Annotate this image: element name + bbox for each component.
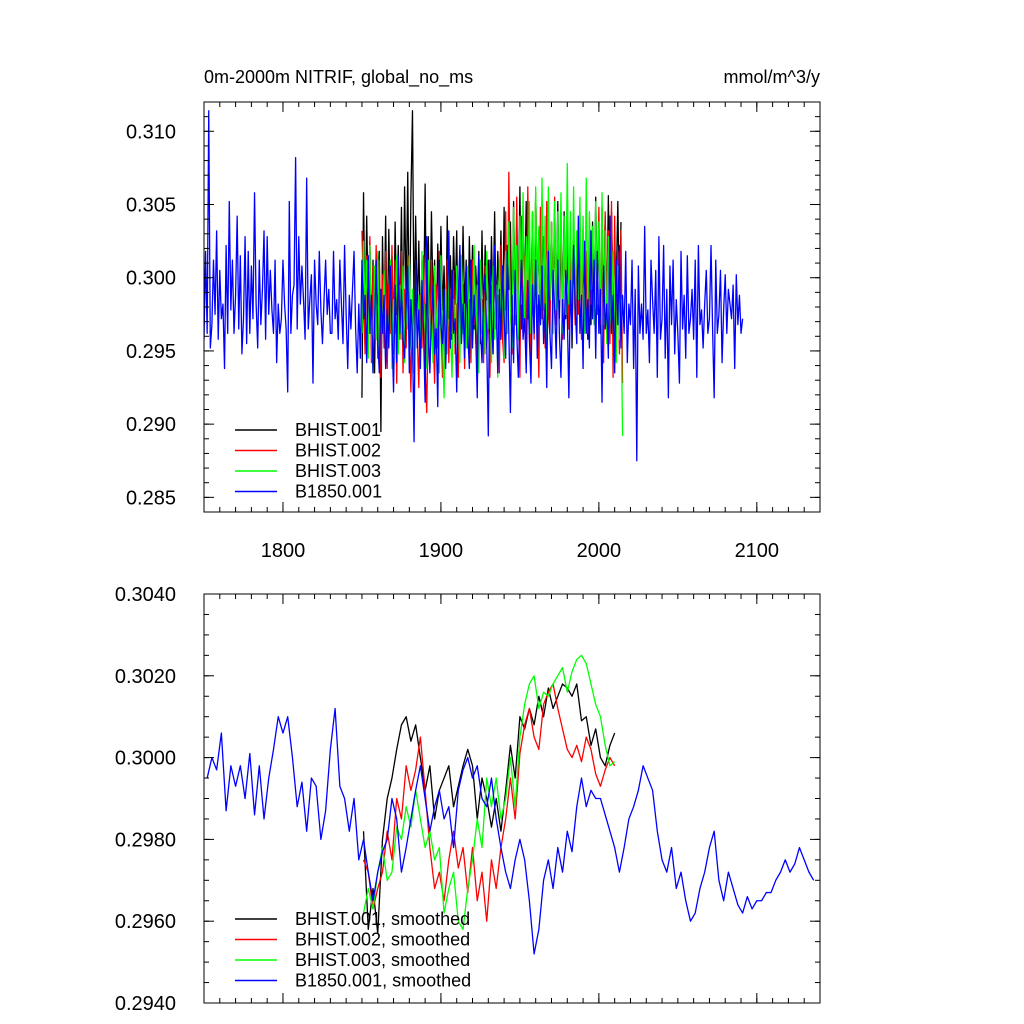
y-tick-label: 0.295 <box>126 341 176 363</box>
bottom-panel-series-group <box>206 654 815 955</box>
legend-label: BHIST.003, smoothed <box>295 950 470 970</box>
top-panel-axes: 0.285 0.290 0.295 0.300 0.305 0.310 1800 1900 20… <box>126 101 821 562</box>
legend-label: BHIST.002, smoothed <box>295 930 470 950</box>
y-tick-label: 0.285 <box>126 487 176 509</box>
y-tick-label: 0.2940 <box>115 993 176 1015</box>
y-tick-label: 0.2960 <box>115 911 176 933</box>
bottom-panel-axes: 0.2940 0.2960 0.2980 0.3000 0.3020 0.3040 <box>115 584 821 1015</box>
series-line-b1850-001-smoothed <box>206 707 815 955</box>
y-tick-label: 0.3040 <box>115 584 176 606</box>
series-line-bhist-002-smoothed <box>362 683 616 922</box>
top-panel: 0m-2000m NITRIF, global_no_ms mmol/m^3/y… <box>126 67 821 562</box>
top-panel-series-group <box>204 110 744 462</box>
series-line-bhist-001-smoothed <box>362 683 616 935</box>
legend-label: BHIST.003 <box>295 461 381 481</box>
y-tick-label: 0.305 <box>126 195 176 217</box>
legend-label: BHIST.001 <box>295 420 381 440</box>
y-tick-label: 0.290 <box>126 414 176 436</box>
legend-label: B1850.001, smoothed <box>295 971 471 991</box>
bottom-panel: 0.2940 0.2960 0.2980 0.3000 0.3020 0.3040 BHI… <box>115 584 821 1015</box>
y-tick-label: 0.300 <box>126 268 176 290</box>
series-line-b1850-001 <box>204 110 744 462</box>
y-tick-label: 0.2980 <box>115 829 176 851</box>
x-tick-label: 1900 <box>419 540 464 562</box>
y-tick-label: 0.3020 <box>115 666 176 688</box>
y-tick-label: 0.310 <box>126 121 176 143</box>
top-panel-units: mmol/m^3/y <box>724 67 820 87</box>
x-tick-label: 2100 <box>735 540 780 562</box>
legend-label: BHIST.001, smoothed <box>295 909 470 929</box>
top-panel-title: 0m-2000m NITRIF, global_no_ms <box>204 67 473 88</box>
y-tick-label: 0.3000 <box>115 748 176 770</box>
legend-label: BHIST.002 <box>295 441 381 461</box>
x-tick-label: 2000 <box>577 540 622 562</box>
legend-label: B1850.001 <box>295 482 382 502</box>
x-tick-label: 1800 <box>261 540 306 562</box>
